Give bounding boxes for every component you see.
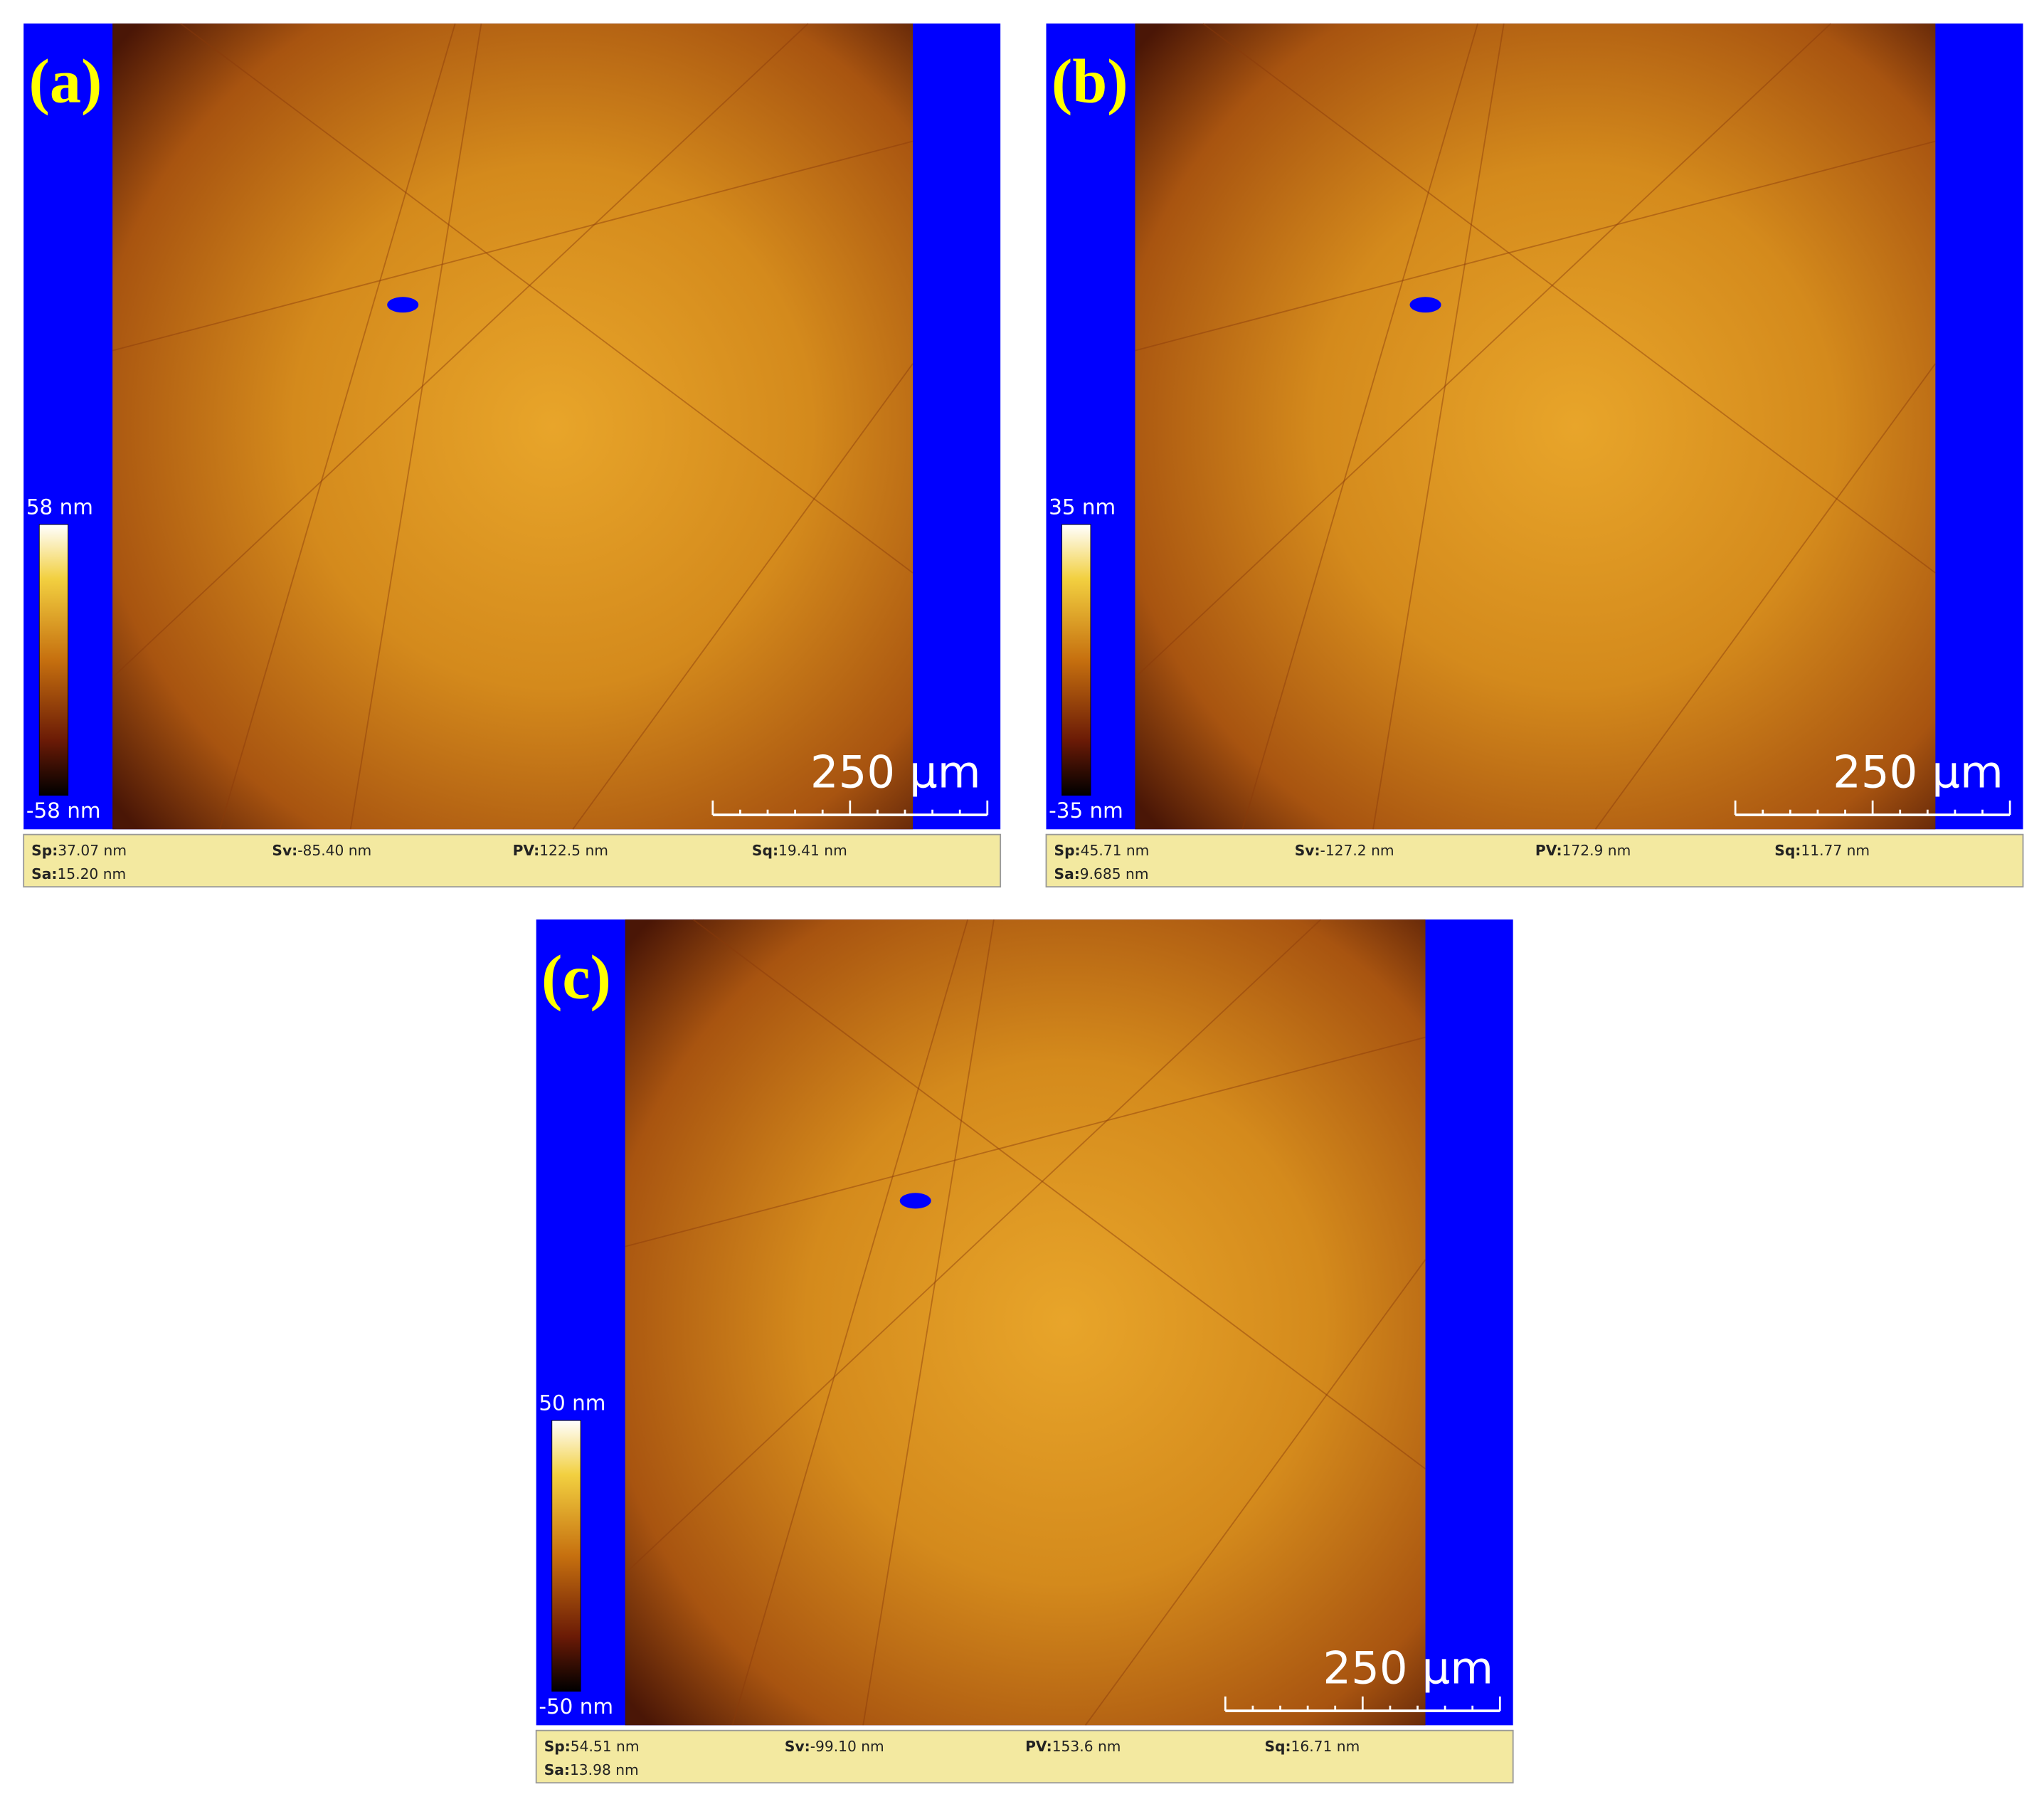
stat-name: PV: bbox=[1025, 1738, 1052, 1755]
colorbar-min: -58 nm bbox=[26, 798, 101, 823]
scratch bbox=[218, 23, 456, 830]
stat: Sp:45.71 nm bbox=[1054, 842, 1150, 859]
stats-bar bbox=[1045, 833, 2024, 888]
scratch bbox=[1084, 1259, 1426, 1726]
scale-bar-label: 250 µm bbox=[1833, 746, 2003, 798]
panel-label: (a) bbox=[29, 46, 102, 116]
stat-name: PV: bbox=[513, 842, 540, 859]
stat-value: 13.98 nm bbox=[570, 1761, 639, 1778]
scratch bbox=[625, 919, 1322, 1574]
stat-name: Sp: bbox=[1054, 842, 1081, 859]
stat: Sq:16.71 nm bbox=[1264, 1738, 1360, 1755]
scratch bbox=[112, 140, 914, 352]
afm-panel: (b) 35 nm -35 nm 250 µm Sp:45.71 nm Sv:-127.2… bbox=[1045, 23, 2024, 888]
stat-value: -85.40 nm bbox=[297, 842, 371, 859]
colorbar bbox=[1061, 524, 1091, 796]
stat-name: PV: bbox=[1535, 842, 1562, 859]
colorbar-min: -35 nm bbox=[1049, 798, 1123, 823]
stat: PV:153.6 nm bbox=[1025, 1738, 1121, 1755]
afm-panel: (c) 50 nm -50 nm 250 µm Sp:54.51 nm Sv:-99.10… bbox=[535, 919, 1514, 1784]
height-map bbox=[625, 919, 1426, 1726]
stat-value: 11.77 nm bbox=[1801, 842, 1870, 859]
stat: Sa:9.685 nm bbox=[1054, 865, 1149, 882]
scratch bbox=[731, 919, 969, 1726]
stat-name: Sa: bbox=[1054, 865, 1080, 882]
height-map bbox=[1135, 23, 1936, 830]
stat: PV:172.9 nm bbox=[1535, 842, 1631, 859]
stat-value: 153.6 nm bbox=[1052, 1738, 1121, 1755]
stat-name: Sa: bbox=[544, 1761, 570, 1778]
stat-value: 122.5 nm bbox=[539, 842, 608, 859]
defect bbox=[387, 297, 419, 313]
scratch bbox=[349, 23, 482, 830]
stat-value: -127.2 nm bbox=[1320, 842, 1394, 859]
defect bbox=[899, 1193, 931, 1209]
scratch bbox=[1202, 23, 1936, 574]
height-map bbox=[112, 23, 914, 830]
stat-value: 19.41 nm bbox=[778, 842, 847, 859]
panel-label: (c) bbox=[541, 942, 611, 1012]
scratch bbox=[625, 1036, 1426, 1247]
defect bbox=[1409, 297, 1441, 313]
afm-panel: (a) 58 nm -58 nm 250 µm Sp:37.07 nm Sv:-85.40… bbox=[23, 23, 1002, 888]
colorbar-max: 50 nm bbox=[539, 1391, 605, 1415]
stats-bar bbox=[535, 1729, 1514, 1784]
stat-value: 54.51 nm bbox=[571, 1738, 640, 1755]
colorbar bbox=[38, 524, 69, 796]
stat: Sa:13.98 nm bbox=[544, 1761, 639, 1778]
stat-name: Sa: bbox=[31, 865, 57, 882]
stat: Sa:15.20 nm bbox=[31, 865, 126, 882]
stat-name: Sv: bbox=[272, 842, 297, 859]
stat: Sp:54.51 nm bbox=[544, 1738, 640, 1755]
colorbar-max: 35 nm bbox=[1049, 495, 1116, 519]
stat-name: Sq: bbox=[752, 842, 778, 859]
scale-bar-label: 250 µm bbox=[810, 746, 981, 798]
stat: Sq:11.77 nm bbox=[1774, 842, 1870, 859]
scratch bbox=[1134, 23, 1831, 678]
stat: Sq:19.41 nm bbox=[752, 842, 847, 859]
scratch bbox=[1135, 140, 1936, 352]
stats-bar bbox=[23, 833, 1002, 888]
stat: Sp:37.07 nm bbox=[31, 842, 127, 859]
scratch bbox=[112, 23, 809, 678]
stat-value: 9.685 nm bbox=[1080, 865, 1149, 882]
stat-name: Sp: bbox=[31, 842, 58, 859]
stat-value: 172.9 nm bbox=[1562, 842, 1631, 859]
scratch bbox=[572, 363, 914, 830]
stat: PV:122.5 nm bbox=[513, 842, 608, 859]
stat-value: -99.10 nm bbox=[810, 1738, 884, 1755]
stat-value: 37.07 nm bbox=[58, 842, 127, 859]
stat-value: 16.71 nm bbox=[1291, 1738, 1360, 1755]
stat: Sv:-99.10 nm bbox=[785, 1738, 884, 1755]
stat-name: Sp: bbox=[544, 1738, 571, 1755]
colorbar-max: 58 nm bbox=[26, 495, 93, 519]
stat-name: Sv: bbox=[1295, 842, 1320, 859]
scratch bbox=[180, 23, 914, 574]
stat: Sv:-85.40 nm bbox=[272, 842, 371, 859]
stat-name: Sq: bbox=[1264, 1738, 1291, 1755]
colorbar-min: -50 nm bbox=[539, 1694, 613, 1719]
colorbar bbox=[551, 1420, 581, 1692]
stat-value: 15.20 nm bbox=[57, 865, 126, 882]
scratch bbox=[862, 919, 995, 1726]
scratch bbox=[1372, 23, 1505, 830]
scale-bar-label: 250 µm bbox=[1323, 1642, 1493, 1694]
stat-name: Sv: bbox=[785, 1738, 810, 1755]
scratch bbox=[1241, 23, 1478, 830]
stat: Sv:-127.2 nm bbox=[1295, 842, 1394, 859]
scratch bbox=[1594, 363, 1937, 830]
scratch bbox=[692, 919, 1426, 1470]
stat-name: Sq: bbox=[1774, 842, 1801, 859]
stat-value: 45.71 nm bbox=[1081, 842, 1150, 859]
panel-label: (b) bbox=[1052, 46, 1128, 116]
